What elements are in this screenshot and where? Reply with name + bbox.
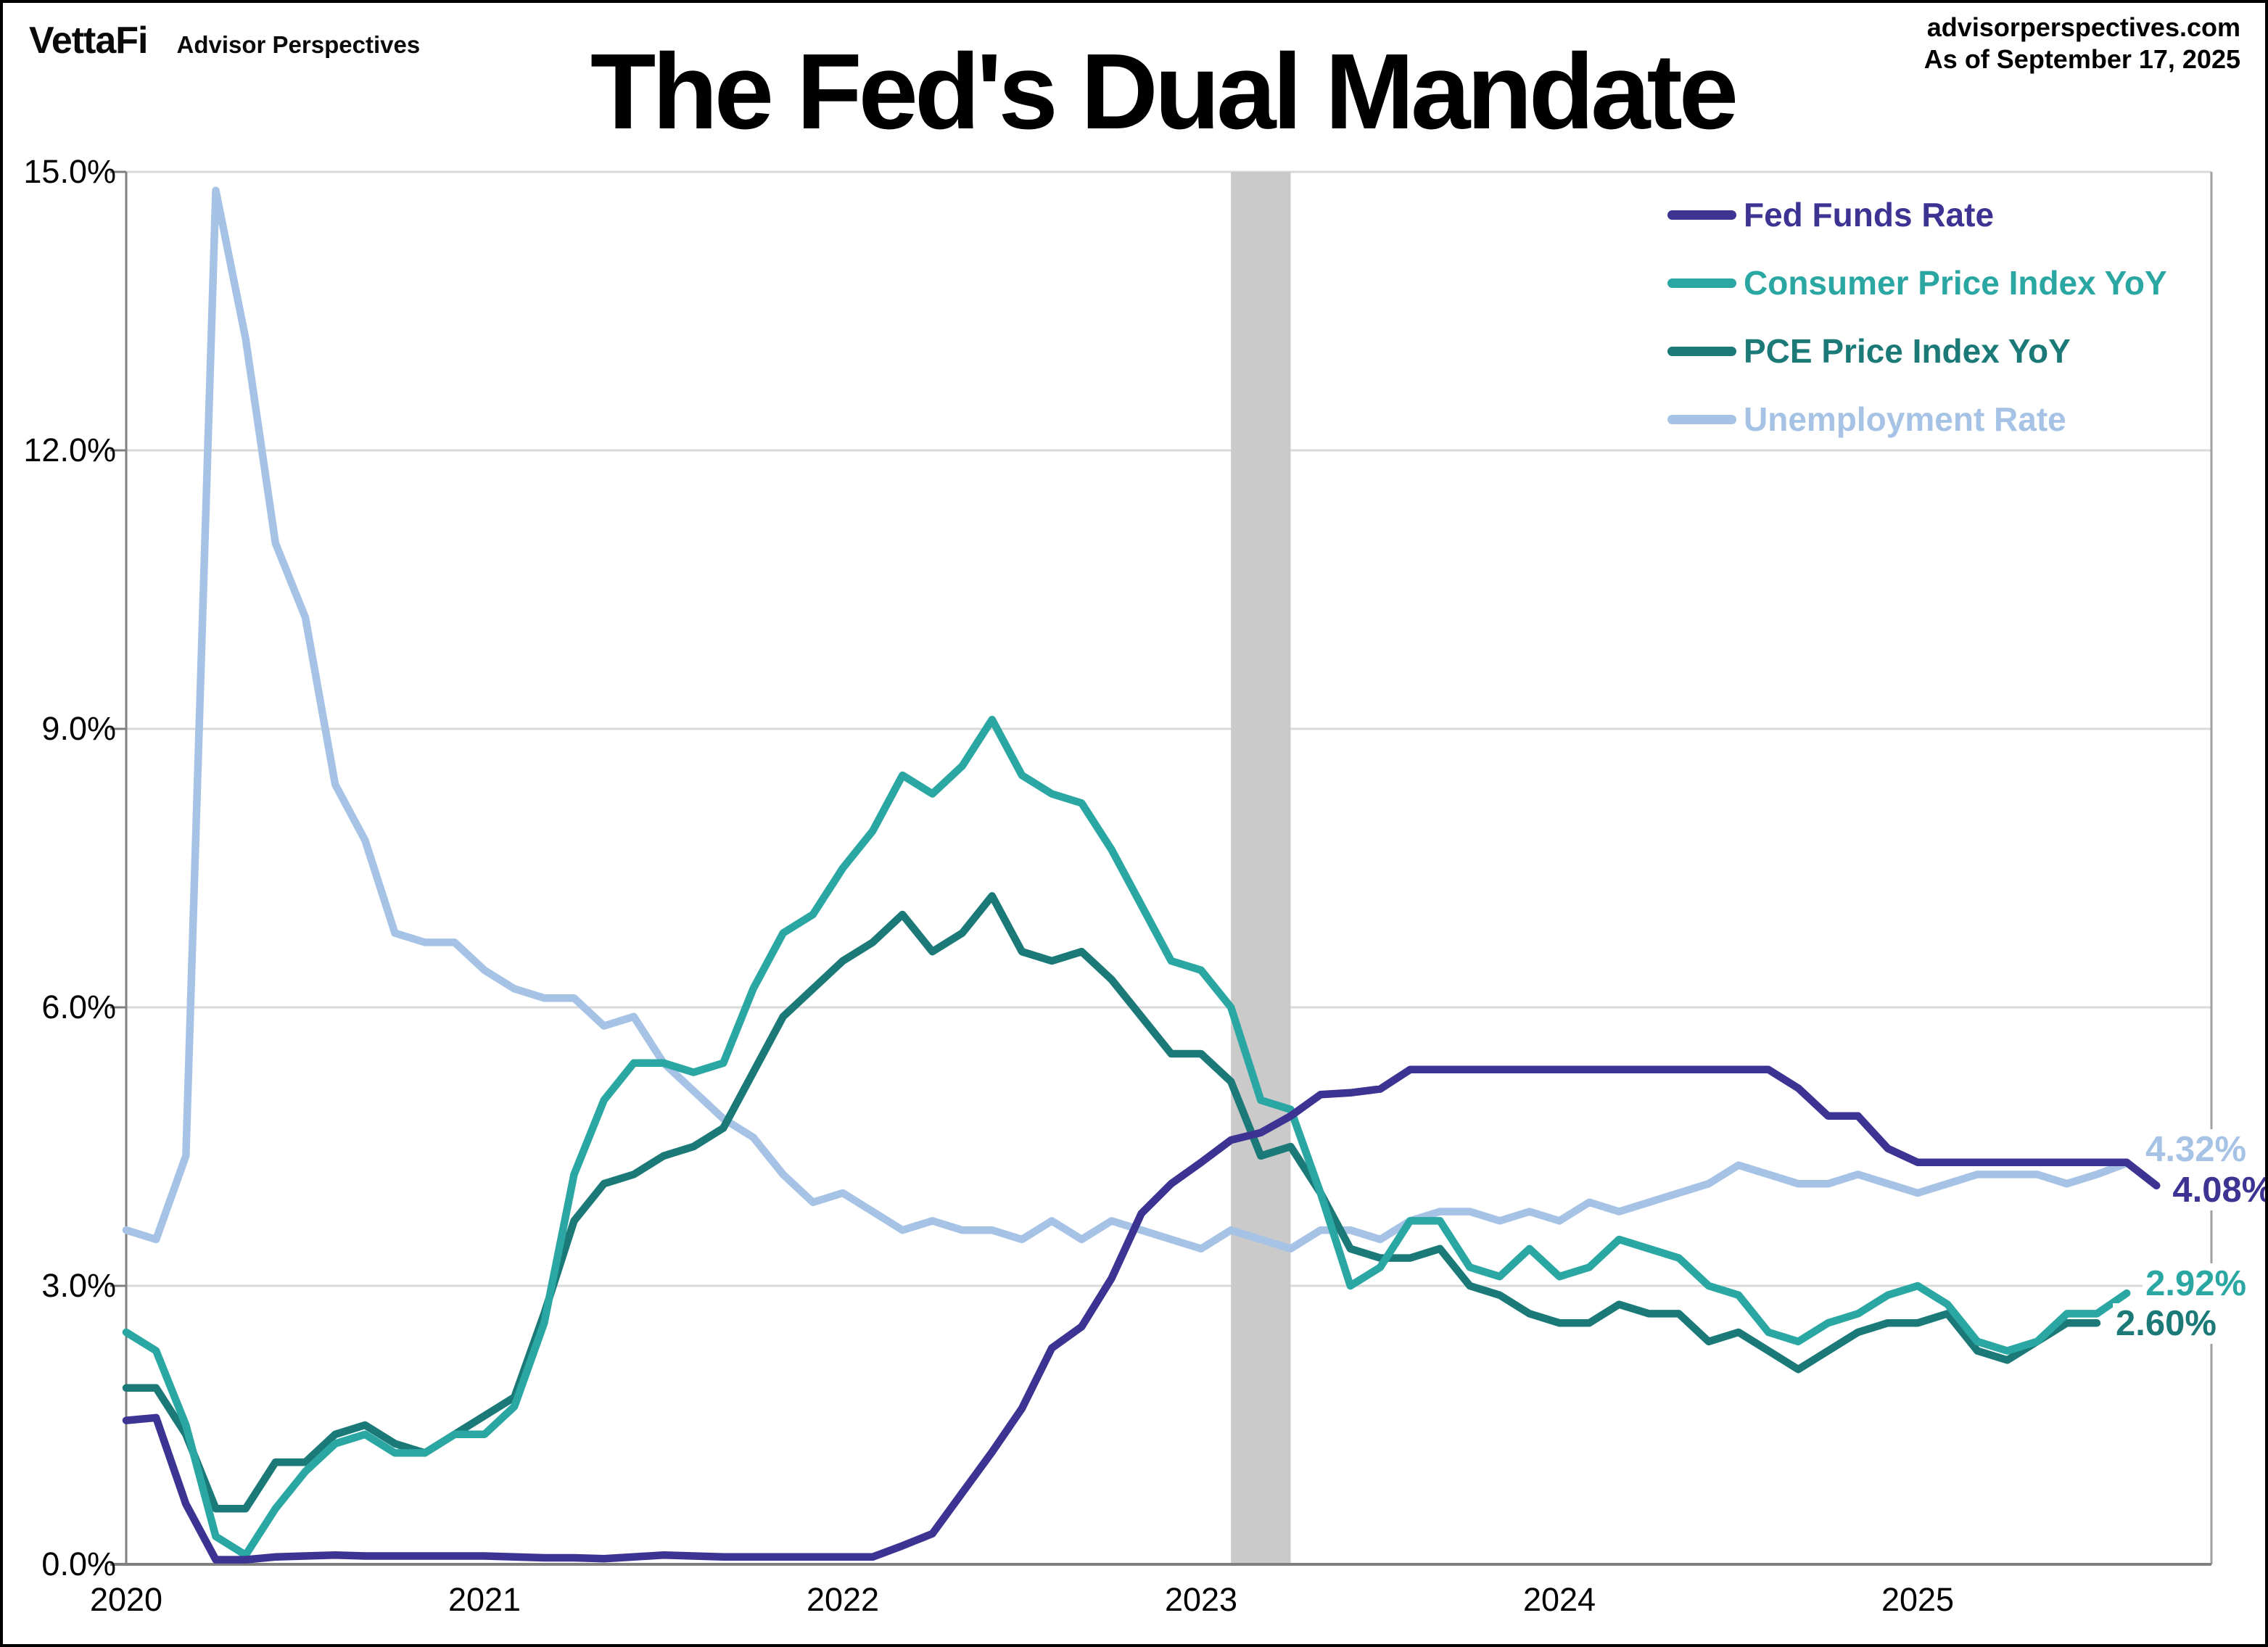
end-value-label-consumer-price-index-yoy: 2.92% [2143, 1263, 2250, 1305]
legend-item-consumer-price-index-yoy: Consumer Price Index YoY [1667, 263, 2167, 302]
legend-label: Fed Funds Rate [1744, 196, 1995, 234]
x-tick-label-2022: 2022 [806, 1581, 880, 1618]
end-value-label-pce-price-index-yoy: 2.60% [2113, 1303, 2219, 1345]
legend-item-fed-funds-rate: Fed Funds Rate [1667, 195, 1994, 234]
highlight-band [1231, 172, 1291, 1564]
x-tick-label-2020: 2020 [89, 1581, 163, 1618]
vettafi-logo: VettaFi [29, 20, 148, 62]
y-tick-label-12.0%: 12.0% [23, 432, 116, 468]
header-left: VettaFi Advisor Perspectives [29, 19, 420, 62]
legend-swatch-icon [1667, 346, 1736, 356]
header-source: advisorperspectives.com As of September … [1924, 12, 2240, 75]
legend-swatch-icon [1667, 210, 1736, 220]
y-tick-label-6.0%: 6.0% [41, 988, 116, 1025]
legend-item-unemployment-rate: Unemployment Rate [1667, 400, 2066, 439]
chart-title: The Fed's Dual Mandate [590, 32, 1739, 152]
as-of-date: As of September 17, 2025 [1923, 44, 2240, 74]
y-tick-label-9.0%: 9.0% [41, 710, 116, 747]
legend-swatch-icon [1667, 414, 1736, 424]
end-value-label-fed-funds-rate: 4.08% [2169, 1169, 2265, 1210]
x-tick-label-2024: 2024 [1522, 1581, 1596, 1618]
x-tick-label-2025: 2025 [1881, 1581, 1955, 1618]
y-tick-label-0.0%: 0.0% [41, 1545, 116, 1582]
x-tick-label-2023: 2023 [1164, 1581, 1238, 1618]
legend-swatch-icon [1667, 278, 1736, 288]
legend-label: PCE Price Index YoY [1744, 332, 2071, 370]
y-tick-label-15.0%: 15.0% [23, 153, 116, 190]
series-line-fed-funds-rate [122, 1065, 2161, 1564]
end-value-label-unemployment-rate: 4.32% [2143, 1129, 2250, 1171]
y-tick-label-3.0%: 3.0% [41, 1267, 116, 1304]
source-site: advisorperspectives.com [1926, 12, 2240, 42]
series-line-consumer-price-index-yoy [122, 715, 2131, 1559]
x-tick-label-2021: 2021 [448, 1581, 521, 1618]
series-line-pce-price-index-yoy [122, 892, 2101, 1513]
chart-plot-area [110, 170, 2213, 1566]
logo-subtitle: Advisor Perspectives [176, 31, 421, 58]
legend-label: Consumer Price Index YoY [1744, 264, 2167, 302]
series-line-unemployment-rate [122, 186, 2131, 1253]
legend-item-pce-price-index-yoy: PCE Price Index YoY [1667, 331, 2071, 371]
legend-label: Unemployment Rate [1744, 400, 2066, 438]
